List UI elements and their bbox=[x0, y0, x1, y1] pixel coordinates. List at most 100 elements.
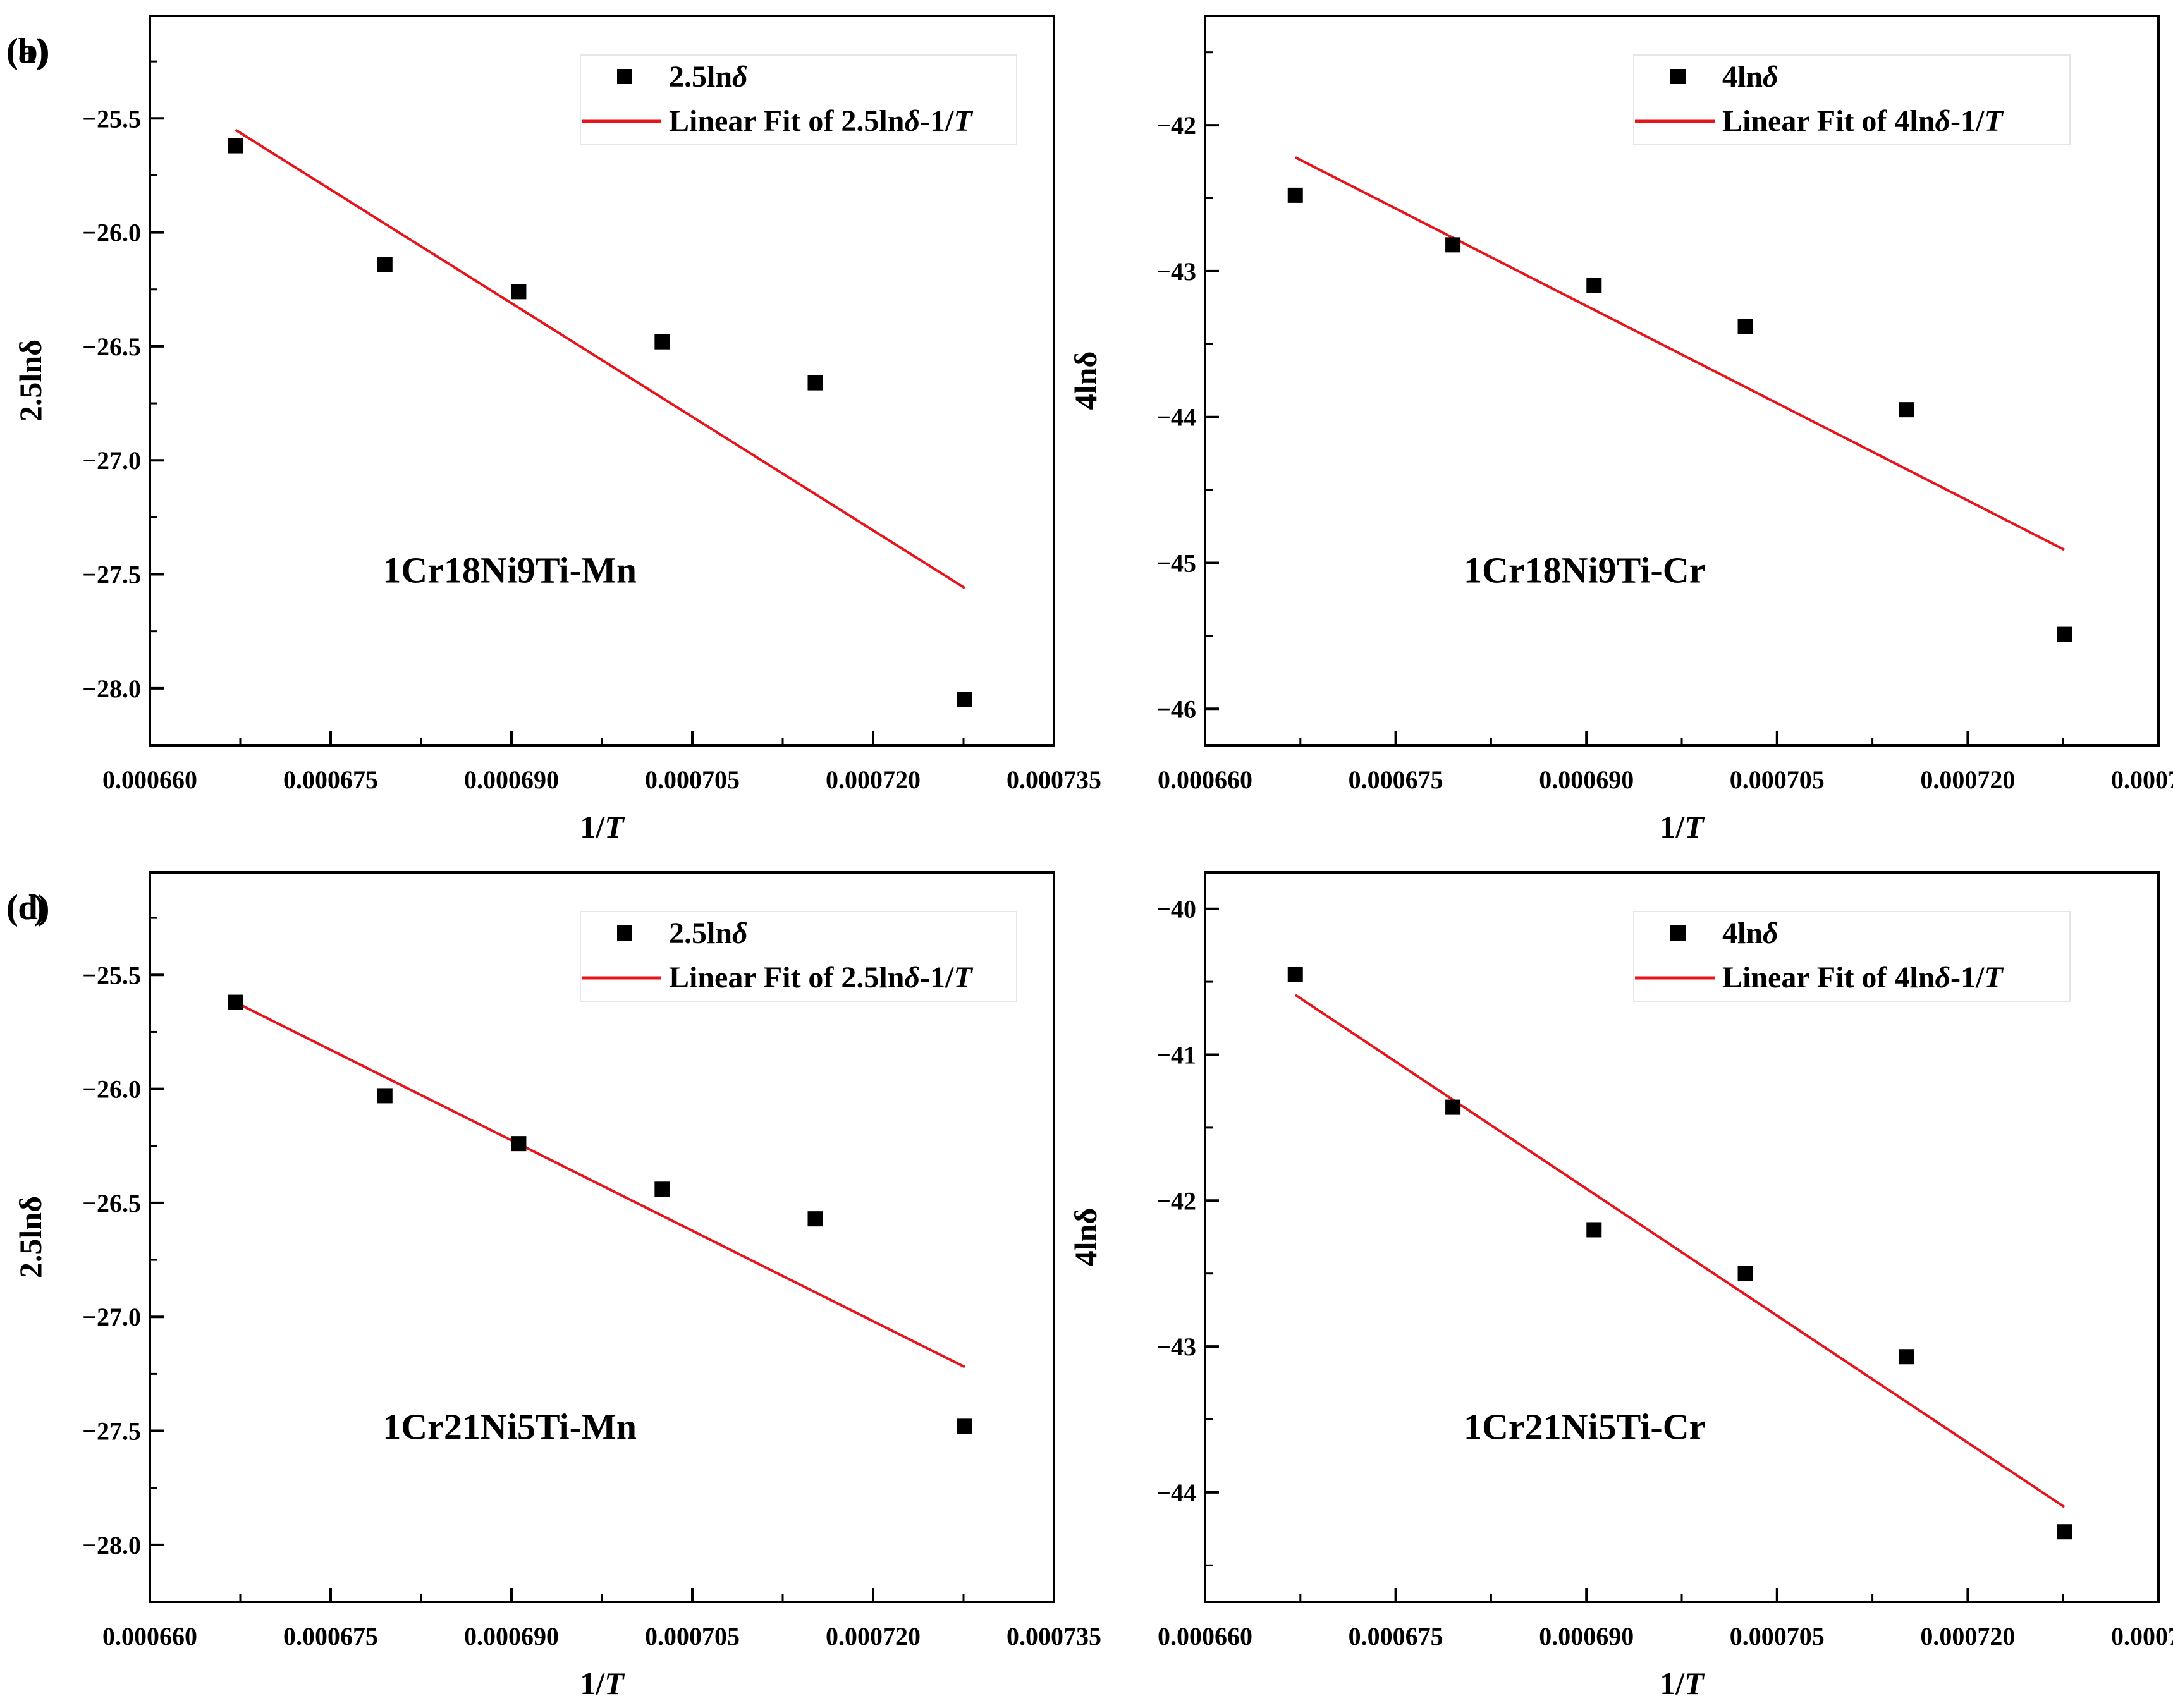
y-tick-label: −25.5 bbox=[82, 961, 141, 989]
x-tick-label: 0.000735 bbox=[1007, 766, 1101, 794]
legend-fit-italic: δ bbox=[904, 104, 920, 138]
x-axis-title-prefix: 1/ bbox=[580, 809, 605, 845]
legend-scatter-label: 2.5lnδ bbox=[669, 60, 748, 94]
data-point bbox=[1899, 402, 1914, 418]
legend-fit-mid: -1/ bbox=[920, 961, 954, 994]
legend-fit-italic2: T bbox=[953, 961, 973, 994]
legend-scatter-italic: δ bbox=[732, 917, 748, 950]
data-point bbox=[1899, 1349, 1914, 1365]
x-tick-label: 0.000705 bbox=[645, 1622, 740, 1650]
x-axis-title: 1/T bbox=[1660, 1666, 1705, 1701]
y-tick-label: −44 bbox=[1156, 1479, 1196, 1507]
legend-scatter-label: 4lnδ bbox=[1722, 60, 1778, 94]
legend-fit-label: Linear Fit of 2.5lnδ-1/T bbox=[669, 104, 973, 138]
chart-panel-c: (c) 0.000660 0.000675 0.000690 0.000705 0.000… bbox=[6, 871, 1101, 1701]
legend-fit-label: Linear Fit of 4lnδ-1/T bbox=[1722, 961, 2004, 994]
data-point bbox=[1287, 187, 1303, 203]
y-axis-title: 2.5lnδ bbox=[13, 339, 48, 422]
y-axis-title: 2.5lnδ bbox=[13, 1196, 48, 1278]
panel-label: (b) bbox=[6, 32, 49, 71]
panel-label: (d) bbox=[6, 888, 49, 927]
data-point bbox=[511, 1136, 527, 1152]
y-tick-label: −28.0 bbox=[82, 674, 141, 703]
y-tick-label: −27.0 bbox=[82, 446, 141, 475]
data-point bbox=[1737, 319, 1753, 334]
data-point bbox=[228, 138, 243, 154]
data-point bbox=[377, 1088, 393, 1104]
y-tick-label: −43 bbox=[1156, 257, 1196, 286]
legend-scatter-italic: δ bbox=[732, 60, 748, 94]
panel-label: (a) bbox=[6, 32, 47, 71]
x-axis-title-italic: T bbox=[1684, 1666, 1705, 1701]
legend-scatter-prefix: 2.5ln bbox=[669, 917, 732, 950]
x-axis-title-prefix: 1/ bbox=[1660, 1666, 1685, 1701]
x-tick-label: 0.000705 bbox=[645, 766, 740, 794]
data-point bbox=[1445, 1099, 1461, 1115]
data-point bbox=[2057, 1524, 2072, 1540]
legend-fit-prefix: Linear Fit of 2.5ln bbox=[669, 961, 904, 994]
x-axis-title-italic: T bbox=[604, 1666, 625, 1701]
x-tick-label: 0.000675 bbox=[1349, 1622, 1443, 1650]
legend-fit-mid: -1/ bbox=[1950, 104, 1985, 138]
y-tick-label: −27.0 bbox=[82, 1303, 141, 1331]
x-tick-label: 0.000675 bbox=[283, 1622, 378, 1650]
x-tick-label: 0.000720 bbox=[826, 766, 921, 794]
data-point bbox=[511, 284, 527, 300]
y-tick-label: −26.0 bbox=[82, 1075, 141, 1104]
chart-panel-b: (b) 0.000660 0.000675 0.000690 0.000705 0.000… bbox=[6, 15, 2173, 845]
legend-fit-prefix: Linear Fit of 4ln bbox=[1722, 961, 1935, 994]
sample-label: 1Cr21Ni5Ti-Mn bbox=[383, 1406, 637, 1448]
legend-scatter-label: 2.5lnδ bbox=[669, 917, 748, 950]
sample-label: 1Cr21Ni5Ti-Cr bbox=[1464, 1406, 1705, 1448]
y-tick-label: −44 bbox=[1156, 403, 1196, 432]
legend-scatter-italic: δ bbox=[1763, 917, 1778, 950]
plot-frame bbox=[1204, 15, 2160, 747]
data-point bbox=[654, 334, 670, 350]
y-tick-label: −43 bbox=[1156, 1333, 1196, 1361]
x-tick-label: 0.000720 bbox=[826, 1622, 921, 1650]
legend-box bbox=[580, 911, 1017, 1002]
legend-fit-label: Linear Fit of 4lnδ-1/T bbox=[1722, 104, 2004, 138]
y-tick-label: −26.5 bbox=[82, 1189, 141, 1217]
legend-fit-prefix: Linear Fit of 2.5ln bbox=[669, 104, 904, 138]
legend-scatter-prefix: 2.5ln bbox=[669, 60, 732, 94]
legend-fit-italic2: T bbox=[1984, 104, 2004, 138]
y-tick-label: −41 bbox=[1156, 1041, 1196, 1070]
y-tick-label: −40 bbox=[1156, 895, 1196, 924]
data-point bbox=[654, 1181, 670, 1197]
legend-fit-label: Linear Fit of 2.5lnδ-1/T bbox=[669, 961, 973, 994]
x-axis-title-italic: T bbox=[1684, 809, 1705, 845]
x-tick-label: 0.000675 bbox=[283, 766, 378, 794]
legend-fit-prefix: Linear Fit of 4ln bbox=[1722, 104, 1935, 138]
legend-scatter-prefix: 4ln bbox=[1722, 60, 1763, 94]
data-point bbox=[957, 1418, 972, 1434]
x-tick-label: 0.000660 bbox=[1158, 766, 1252, 794]
legend-box bbox=[580, 54, 1017, 145]
y-axis-title: 4lnδ bbox=[1068, 1208, 1103, 1267]
chart-panel-d: (d) 0.000660 0.000675 0.000690 0.000705 0.000… bbox=[6, 871, 2173, 1701]
y-tick-label: −27.5 bbox=[82, 561, 141, 589]
x-axis-title: 1/T bbox=[1660, 809, 1705, 845]
x-tick-label: 0.000735 bbox=[1007, 1622, 1101, 1650]
chart-panel-a: (a) 0.000660 0.000675 0.000690 0.000705 0.000… bbox=[6, 15, 1101, 845]
x-tick-label: 0.000660 bbox=[102, 1622, 197, 1650]
y-tick-label: −42 bbox=[1156, 1186, 1196, 1215]
sample-label: 1Cr18Ni9Ti-Mn bbox=[383, 550, 637, 591]
fit-line bbox=[1294, 994, 2066, 1508]
legend-fit-italic: δ bbox=[1935, 961, 1950, 994]
x-tick-label: 0.000720 bbox=[1920, 1622, 2015, 1650]
x-axis-title: 1/T bbox=[580, 1666, 625, 1701]
data-point bbox=[1445, 237, 1461, 253]
plot-frame bbox=[1204, 871, 2160, 1603]
legend-scatter-italic: δ bbox=[1763, 60, 1778, 94]
data-point bbox=[1737, 1266, 1753, 1281]
fit-line bbox=[235, 128, 965, 589]
data-point bbox=[957, 692, 972, 707]
x-tick-label: 0.000690 bbox=[1539, 1622, 1634, 1650]
legend-fit-italic: δ bbox=[1935, 104, 1950, 138]
data-point bbox=[377, 257, 393, 272]
legend-box bbox=[1633, 911, 2071, 1002]
x-tick-label: 0.000735 bbox=[2111, 1622, 2173, 1650]
legend-fit-mid: -1/ bbox=[920, 104, 954, 138]
